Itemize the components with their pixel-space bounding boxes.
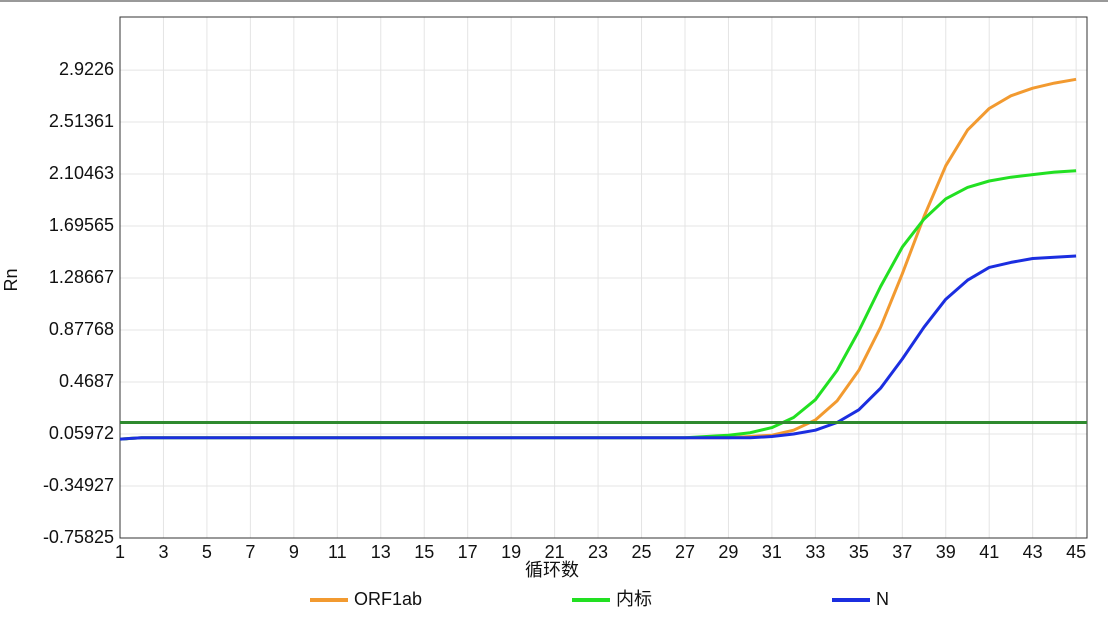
y-tick-label: -0.75825 xyxy=(43,527,114,547)
plot-frame xyxy=(119,16,1088,539)
x-tick-label: 19 xyxy=(501,542,521,562)
x-tick-label: 21 xyxy=(545,542,565,562)
x-tick-label: 23 xyxy=(588,542,608,562)
y-tick-label: 2.10463 xyxy=(49,163,114,183)
y-tick-label: 0.05972 xyxy=(49,423,114,443)
x-tick-label: 29 xyxy=(718,542,738,562)
x-tick-label: 7 xyxy=(245,542,255,562)
x-tick-label: 41 xyxy=(979,542,999,562)
y-tick-label: -0.34927 xyxy=(43,475,114,495)
x-tick-label: 17 xyxy=(458,542,478,562)
y-tick-label: 1.69565 xyxy=(49,215,114,235)
x-tick-label: 3 xyxy=(158,542,168,562)
y-tick-label: 2.51361 xyxy=(49,111,114,131)
y-tick-label: 0.4687 xyxy=(59,371,114,391)
x-tick-label: 39 xyxy=(936,542,956,562)
x-tick-label: 45 xyxy=(1066,542,1086,562)
x-axis-label: 循环数 xyxy=(525,560,579,580)
x-tick-label: 31 xyxy=(762,542,782,562)
x-tick-label: 11 xyxy=(328,542,347,562)
x-tick-label: 37 xyxy=(892,542,912,562)
x-tick-label: 5 xyxy=(202,542,212,562)
x-tick-label: 13 xyxy=(371,542,391,562)
y-tick-label: 1.28667 xyxy=(49,267,114,287)
x-tick-label: 27 xyxy=(675,542,695,562)
series-line xyxy=(119,254,1077,441)
y-axis-label: Rn xyxy=(1,268,21,291)
x-tick-label: 15 xyxy=(414,542,434,562)
x-tick-label: 25 xyxy=(632,542,652,562)
legend-label: ORF1ab xyxy=(354,589,422,609)
x-tick-label: 35 xyxy=(849,542,869,562)
x-tick-label: 1 xyxy=(115,542,125,562)
x-tick-label: 33 xyxy=(805,542,825,562)
legend-label: 内标 xyxy=(616,589,652,609)
y-tick-label: 2.9226 xyxy=(59,59,114,79)
x-tick-label: 43 xyxy=(1023,542,1043,562)
y-tick-label: 0.87768 xyxy=(49,319,114,339)
legend-label: N xyxy=(876,589,889,609)
x-tick-label: 9 xyxy=(289,542,299,562)
